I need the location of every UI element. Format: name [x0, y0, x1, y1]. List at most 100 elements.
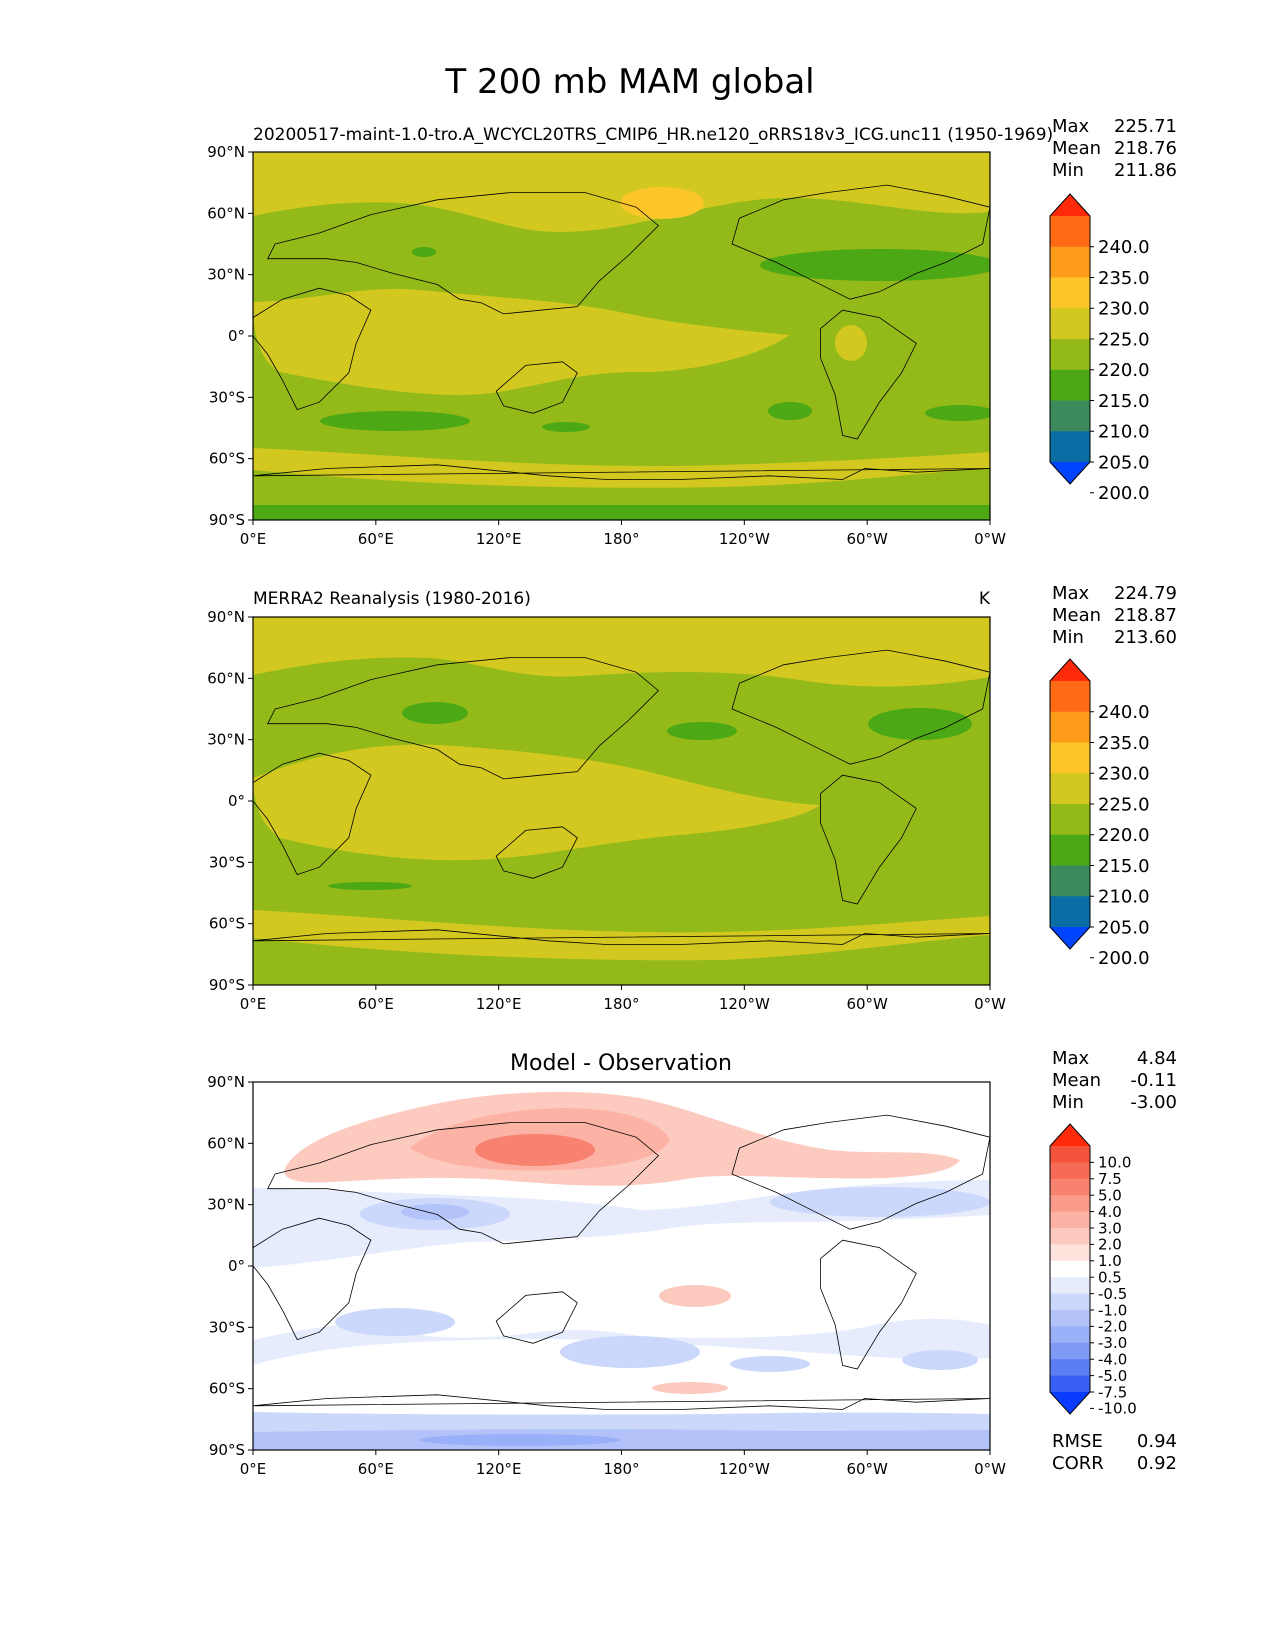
colorbar-tick-label: 230.0 [1098, 299, 1150, 320]
coastline-0 [267, 657, 659, 780]
colorbar-segment [1050, 1260, 1090, 1278]
colorbar-extend-top [1050, 194, 1090, 216]
colorbar-tick-label: 225.0 [1098, 329, 1150, 350]
colorbar-tick-label: 220.0 [1098, 360, 1150, 381]
coastline-5 [253, 464, 990, 480]
colorbar-tick-label: 240.0 [1098, 237, 1150, 258]
colorbar-segment [1050, 308, 1090, 340]
colorbar-segment [1050, 1195, 1090, 1213]
panel-test-x-axis: 0°E 60°E 120°E 180° 120°W 60°W 0°W [240, 520, 1006, 548]
coastline-4 [820, 774, 917, 905]
colorbar-segment [1050, 1359, 1090, 1377]
field-antarctic-cool-3-2 [253, 1429, 990, 1450]
colorbar-tick-label: 10.0 [1098, 1154, 1131, 1172]
x-tick-label: 180° [603, 1460, 639, 1478]
colorbar-segment [1050, 896, 1090, 928]
figure-title: T 200 mb MAM global [444, 62, 814, 102]
coastline-1 [253, 1217, 372, 1341]
stat-max-label: Max [1052, 116, 1090, 137]
colorbar-extend-top [1050, 659, 1090, 681]
stat-mean-value: 218.87 [1114, 605, 1177, 626]
colorbar-segment [1050, 773, 1090, 805]
panel-test-colorbar: 240.0 235.0 230.0 225.0 220.0 215.0 210.0 205.0… [1049, 193, 1150, 504]
panel-difference-colorbar: 10.07.55.04.03.02.01.00.5-0.5-1.0-2.0-3.… [1049, 1123, 1137, 1418]
colorbar-tick-label: 2.0 [1098, 1236, 1122, 1254]
stat-min-value: 211.86 [1114, 160, 1177, 181]
field-pacific-210-215 [667, 722, 737, 740]
field-asia-210-215 [402, 702, 468, 724]
panel-difference: Model - Observation 90°N 60°N 30°N 0° 30°S 60… [207, 1048, 1177, 1478]
colorbar-segment [1050, 804, 1090, 836]
colorbar-tick-label: 5.0 [1098, 1186, 1122, 1204]
x-tick-label: 60°W [846, 530, 888, 548]
coastlines [253, 649, 990, 945]
panel-reference-title: MERRA2 Reanalysis (1980-2016) [253, 589, 531, 609]
y-tick-label: 60°N [207, 1134, 245, 1152]
colorbar-segment [1050, 1277, 1090, 1295]
panel-test-field [253, 152, 990, 520]
colorbar-tick-label: -10.0 [1098, 1400, 1137, 1418]
coastline-3 [731, 1114, 990, 1230]
field-caspian-210-215 [412, 247, 436, 257]
panel-test-title: 20200517-maint-1.0-tro.A_WCYCL20TRS_CMIP… [253, 125, 1053, 145]
colorbar-segment [1050, 1211, 1090, 1229]
colorbar-segment [1050, 216, 1090, 248]
colorbar-tick-label: 0.5 [1098, 1268, 1122, 1286]
y-tick-label: 60°N [207, 669, 245, 687]
panel-difference-field [253, 1082, 990, 1450]
stat-min-label: Min [1052, 160, 1084, 181]
stat-mean-label: Mean [1052, 138, 1101, 159]
field-siberia-warm-4-5 [475, 1134, 595, 1166]
colorbar-tick-label: -1.0 [1098, 1301, 1127, 1319]
coastline-1 [253, 752, 372, 876]
y-tick-label: 90°N [207, 608, 245, 626]
x-tick-label: 120°W [719, 995, 770, 1013]
stat-min-label: Min [1052, 1092, 1084, 1113]
stat-mean-label: Mean [1052, 1070, 1101, 1091]
colorbar-tick-label: 230.0 [1098, 764, 1150, 785]
panel-reference-colorbar: 240.0 235.0 230.0 225.0 220.0 215.0 210.0 205.0… [1049, 658, 1150, 969]
y-tick-label: 30°S [209, 388, 245, 406]
colorbar-segment [1050, 1244, 1090, 1262]
colorbar-tick-label: 205.0 [1098, 452, 1150, 473]
panel-reference-units: K [979, 589, 991, 609]
stat-max-value: 4.84 [1137, 1048, 1177, 1069]
y-tick-label: 60°S [209, 1380, 245, 1398]
colorbar-segment [1050, 400, 1090, 432]
colorbar-segment [1050, 1310, 1090, 1327]
panel-difference-metrics: RMSE 0.94 CORR 0.92 [1052, 1431, 1177, 1474]
panel-reference-field [253, 617, 990, 985]
stat-mean-value: -0.11 [1130, 1070, 1177, 1091]
colorbar-tick-label: 235.0 [1098, 268, 1150, 289]
field-south-atlantic-210-215 [925, 405, 990, 421]
x-tick-label: 120°E [476, 995, 522, 1013]
stat-max-value: 225.71 [1114, 116, 1177, 137]
colorbar-tick-label: -3.0 [1098, 1334, 1127, 1352]
field-antarctic-cool-4-3 [420, 1434, 620, 1446]
field-tropics-220-225 [253, 744, 820, 861]
metric-rmse-value: 0.94 [1137, 1431, 1177, 1452]
stat-mean-label: Mean [1052, 605, 1101, 626]
field-south-atlantic-cool-2-1 [902, 1350, 978, 1370]
colorbar-extend-top [1050, 1124, 1090, 1146]
colorbar-segment [1050, 1375, 1090, 1393]
colorbar-tick-label: 200.0 [1098, 483, 1150, 504]
stat-min-value: 213.60 [1114, 627, 1177, 648]
y-tick-label: 90°N [207, 1073, 245, 1091]
coastline-5 [253, 929, 990, 945]
coastline-4 [820, 309, 917, 440]
colorbar-tick-label: 215.0 [1098, 391, 1150, 412]
stat-max-label: Max [1052, 1048, 1090, 1069]
colorbar-segment [1050, 339, 1090, 371]
field-south-pacific-cool-2-1 [560, 1336, 700, 1368]
panel-reference-y-axis: 90°N 60°N 30°N 0° 30°S 60°S 90°S [207, 608, 253, 994]
colorbar-tick-label: 240.0 [1098, 702, 1150, 723]
colorbar-tick-label: 235.0 [1098, 733, 1150, 754]
y-tick-label: 30°N [207, 1196, 245, 1214]
colorbar-extend-bottom [1050, 1392, 1090, 1414]
x-tick-label: 0°W [974, 995, 1006, 1013]
x-tick-label: 180° [603, 530, 639, 548]
x-tick-label: 0°E [240, 530, 267, 548]
colorbar-tick-label: 215.0 [1098, 856, 1150, 877]
y-tick-label: 60°S [209, 450, 245, 468]
